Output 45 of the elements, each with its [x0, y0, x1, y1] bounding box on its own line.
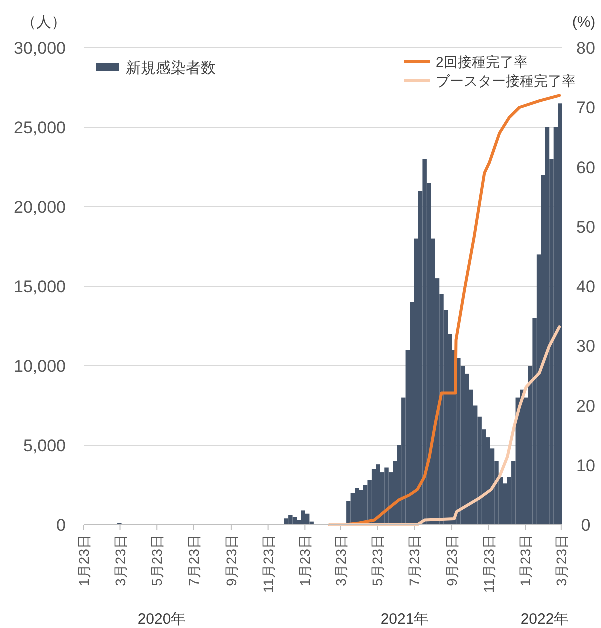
text: 2021年 [380, 611, 430, 628]
x-tick-label: 7月23日 [186, 535, 202, 586]
x-tick-label: 11月23日 [480, 535, 497, 594]
x-tick-label: 1月23日 [518, 535, 534, 586]
text: 2020年 [138, 611, 186, 628]
y-tick-label: 25,000 [14, 118, 66, 138]
bar [422, 159, 427, 525]
y-axis-title: （人） [22, 14, 66, 31]
legend-label: 2回接種完了率 [436, 54, 528, 70]
y-tick-label: 10,000 [14, 357, 66, 376]
bar [558, 104, 562, 525]
y-tick-label: 20,000 [14, 198, 66, 217]
x-tick-label: 1月23日 [297, 535, 314, 586]
x-tick-label: 5月23日 [370, 535, 386, 586]
x-tick-label: 9月23日 [444, 535, 460, 586]
y2-tick-label: 80 [576, 39, 596, 58]
x-tick-label: 7月23日 [406, 535, 423, 586]
text: 2022年 [520, 611, 570, 628]
x-tick-label: 9月23日 [223, 535, 240, 586]
y2-tick-label: 70 [576, 98, 596, 118]
y2-tick-label: 20 [576, 396, 596, 416]
y2-tick-label: 60 [576, 158, 596, 178]
bar [376, 464, 380, 525]
x-tick-label: 1月23日 [76, 535, 92, 586]
x-tick-label: 5月23日 [149, 535, 166, 586]
bar [301, 510, 306, 525]
legend-label: 新規感染者数 [126, 60, 216, 77]
y2-tick-label: 40 [576, 278, 596, 296]
y-tick-label: 15,000 [14, 278, 66, 296]
bar [545, 128, 550, 525]
y2-tick-label: 30 [576, 337, 596, 356]
x-tick-label: 11月23日 [260, 535, 276, 594]
y2-tick-label: 0 [581, 516, 591, 535]
bar [288, 515, 293, 525]
y-tick-label: 0 [56, 516, 66, 535]
y2-axis-title: (%) [572, 14, 596, 31]
bar [384, 468, 389, 525]
y-tick-label: 5,000 [23, 436, 66, 456]
x-tick-label: 3月23日 [553, 535, 570, 586]
x-tick-label: 3月23日 [112, 535, 128, 586]
legend-label: ブースター接種完了率 [436, 73, 576, 89]
y-tick-label: 30,000 [14, 39, 66, 58]
y2-tick-label: 50 [576, 218, 596, 237]
y2-tick-label: 10 [576, 456, 596, 476]
x-tick-label: 3月23日 [332, 535, 349, 586]
